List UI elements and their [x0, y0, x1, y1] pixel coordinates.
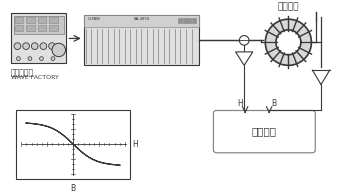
- FancyBboxPatch shape: [37, 17, 46, 23]
- FancyBboxPatch shape: [183, 18, 187, 23]
- Circle shape: [14, 43, 21, 49]
- FancyBboxPatch shape: [192, 18, 196, 23]
- Polygon shape: [265, 19, 312, 65]
- Circle shape: [23, 43, 29, 49]
- Text: WAVE FACTORY: WAVE FACTORY: [11, 75, 58, 80]
- Text: B: B: [71, 183, 76, 192]
- FancyBboxPatch shape: [26, 25, 35, 31]
- Circle shape: [40, 57, 43, 61]
- Text: 磁性材料: 磁性材料: [278, 3, 299, 12]
- FancyBboxPatch shape: [178, 18, 182, 23]
- FancyBboxPatch shape: [49, 25, 58, 31]
- FancyBboxPatch shape: [15, 25, 23, 31]
- FancyBboxPatch shape: [37, 25, 46, 31]
- FancyBboxPatch shape: [84, 15, 199, 65]
- FancyBboxPatch shape: [26, 17, 35, 23]
- Polygon shape: [236, 52, 253, 65]
- Text: 信号发生器: 信号发生器: [11, 68, 34, 77]
- FancyBboxPatch shape: [188, 18, 191, 23]
- FancyBboxPatch shape: [84, 15, 199, 27]
- Circle shape: [239, 35, 249, 45]
- FancyBboxPatch shape: [49, 17, 58, 23]
- FancyBboxPatch shape: [16, 110, 130, 179]
- Circle shape: [52, 43, 65, 57]
- Text: 示波器等: 示波器等: [252, 127, 277, 137]
- Circle shape: [28, 57, 32, 61]
- Circle shape: [16, 57, 20, 61]
- FancyBboxPatch shape: [214, 111, 315, 153]
- Circle shape: [51, 57, 55, 61]
- Circle shape: [32, 43, 38, 49]
- FancyBboxPatch shape: [15, 17, 23, 23]
- Text: H: H: [237, 99, 243, 108]
- Circle shape: [49, 43, 55, 49]
- Text: B: B: [271, 99, 276, 108]
- FancyBboxPatch shape: [11, 14, 66, 64]
- Text: BA-4850: BA-4850: [133, 17, 149, 21]
- FancyBboxPatch shape: [14, 16, 64, 34]
- Text: H: H: [132, 140, 138, 149]
- Circle shape: [40, 43, 47, 49]
- Text: G-PAW: G-PAW: [88, 17, 100, 21]
